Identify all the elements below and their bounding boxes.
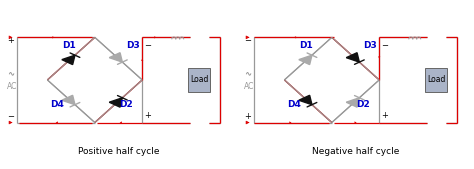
FancyBboxPatch shape <box>188 68 210 92</box>
Text: Load: Load <box>190 75 208 84</box>
Polygon shape <box>346 98 359 107</box>
Text: +: + <box>7 37 14 45</box>
Polygon shape <box>62 55 75 65</box>
Text: −: − <box>244 37 251 45</box>
Text: D1: D1 <box>299 41 313 50</box>
Text: +: + <box>244 113 251 122</box>
Polygon shape <box>346 53 359 62</box>
FancyBboxPatch shape <box>425 68 447 92</box>
Text: D3: D3 <box>126 41 140 50</box>
Text: Positive half cycle: Positive half cycle <box>78 147 159 156</box>
Polygon shape <box>109 53 122 62</box>
Text: AC: AC <box>244 82 254 91</box>
Polygon shape <box>299 55 312 65</box>
Text: AC: AC <box>7 82 17 91</box>
Text: +: + <box>145 111 152 120</box>
Text: Load: Load <box>427 75 445 84</box>
Text: −: − <box>145 41 152 50</box>
Text: −: − <box>7 113 14 122</box>
Text: Negative half cycle: Negative half cycle <box>312 147 399 156</box>
Text: D4: D4 <box>287 100 301 109</box>
Polygon shape <box>62 95 75 105</box>
Text: D3: D3 <box>363 41 377 50</box>
Text: D1: D1 <box>62 41 76 50</box>
Text: D2: D2 <box>118 100 133 109</box>
Text: D4: D4 <box>50 100 64 109</box>
Polygon shape <box>299 95 312 105</box>
Text: −: − <box>382 41 389 50</box>
Polygon shape <box>109 98 122 107</box>
Text: +: + <box>382 111 389 120</box>
Text: D2: D2 <box>356 100 370 109</box>
